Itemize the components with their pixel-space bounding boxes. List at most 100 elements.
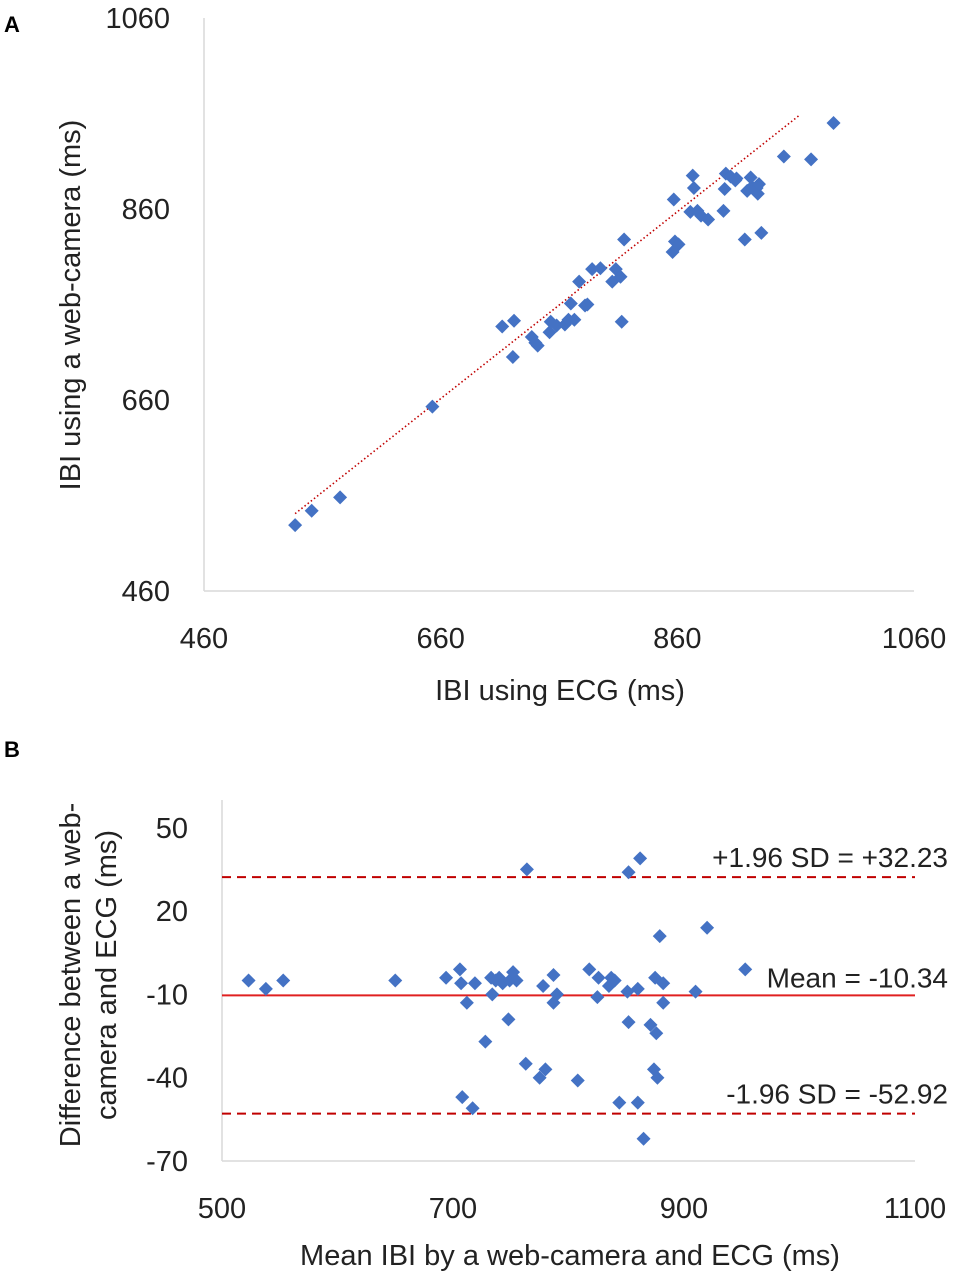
data-point [485, 987, 500, 1002]
data-point [501, 1012, 516, 1027]
data-point [505, 350, 520, 365]
data-point [276, 973, 291, 988]
data-point [495, 319, 510, 334]
panel-a-y-tick-label: 860 [122, 194, 170, 226]
data-point [507, 313, 522, 328]
panel-b-y-axis-title-line-1: Difference between a web- [55, 803, 87, 1147]
data-point [700, 920, 715, 935]
data-point [688, 984, 703, 999]
data-point [478, 1034, 493, 1049]
data-point [652, 929, 667, 944]
panel-b-x-tick-label: 500 [198, 1193, 246, 1225]
data-point [612, 1095, 627, 1110]
data-point [666, 192, 681, 207]
data-point [509, 973, 524, 988]
data-point [258, 981, 273, 996]
data-point [636, 1131, 651, 1146]
data-point [241, 973, 256, 988]
data-point [455, 1090, 470, 1105]
data-point [614, 314, 629, 329]
panel-b-y-tick-label: -70 [146, 1146, 188, 1178]
data-point [549, 987, 564, 1002]
panel-b-x-tick-label: 700 [429, 1193, 477, 1225]
panel-a-y-tick-label: 460 [122, 576, 170, 608]
data-point [643, 1017, 658, 1032]
panel-b-x-tick-label: 1100 [884, 1193, 946, 1225]
data-point [650, 1070, 665, 1085]
data-point [288, 518, 303, 533]
panel-b-x-tick-label: 900 [660, 1193, 708, 1225]
panel-a-x-tick-labels: 460 660 860 1060 [180, 623, 946, 655]
data-point [630, 981, 645, 996]
data-point [613, 269, 628, 284]
data-point [572, 274, 587, 289]
panel-b-y-tick-label: 20 [156, 896, 188, 928]
data-point [585, 262, 600, 277]
panel-b-label: B [4, 737, 20, 762]
data-point [649, 1026, 664, 1041]
data-point [685, 168, 700, 183]
data-point [467, 976, 482, 991]
data-point [617, 232, 632, 247]
panel-a-y-tick-labels: 460 660 860 1060 [105, 3, 170, 608]
data-point [620, 984, 635, 999]
data-point [582, 962, 597, 977]
data-point [333, 490, 348, 505]
data-point [590, 990, 605, 1005]
data-point [743, 170, 758, 185]
panel-a-points [288, 116, 841, 533]
data-point [536, 979, 551, 994]
data-point [826, 116, 841, 131]
data-point [686, 180, 701, 195]
data-point [738, 962, 753, 977]
panel-b-y-tick-label: -40 [146, 1063, 188, 1095]
data-point [465, 1101, 480, 1116]
data-point [459, 995, 474, 1010]
panel-b-y-tick-labels: -70 -40 -10 20 50 [146, 813, 188, 1178]
data-point [570, 1073, 585, 1088]
data-point [656, 976, 671, 991]
data-point [518, 1056, 533, 1071]
panel-b-y-axis-title-line-2: camera and ECG (ms) [91, 830, 123, 1120]
data-point [656, 995, 671, 1010]
panel-a-x-axis-title: IBI using ECG (ms) [435, 675, 685, 707]
panel-a-x-tick-label: 460 [180, 623, 228, 655]
panel-a-x-tick-label: 1060 [882, 623, 947, 655]
data-point [633, 851, 648, 866]
data-point [304, 503, 319, 518]
panel-a-y-tick-label: 660 [122, 385, 170, 417]
data-point [532, 1070, 547, 1085]
data-point [580, 297, 595, 312]
data-point [546, 967, 561, 982]
mean-label: Mean = -10.34 [767, 962, 948, 993]
data-point [567, 312, 582, 327]
panel-a-x-tick-label: 660 [416, 623, 464, 655]
panel-a-label: A [4, 12, 20, 37]
panel-b: B 500 700 900 1100 -70 -40 -10 20 50 +1.96 SD =… [4, 737, 948, 1272]
data-point [591, 970, 606, 985]
data-point [750, 186, 765, 201]
data-point [716, 203, 731, 218]
panel-b-x-tick-labels: 500 700 900 1100 [198, 1193, 946, 1225]
data-point [701, 212, 716, 227]
data-point [621, 865, 636, 880]
data-point [754, 225, 769, 240]
data-point [630, 1095, 645, 1110]
data-point [671, 237, 686, 252]
data-point [804, 152, 819, 167]
data-point [607, 973, 622, 988]
panel-a-x-tick-label: 860 [653, 623, 701, 655]
panel-a-y-tick-label: 1060 [105, 3, 170, 35]
lower-limit-label: -1.96 SD = -52.92 [726, 1079, 948, 1110]
panel-b-y-tick-label: 50 [156, 813, 188, 845]
data-point [717, 181, 732, 196]
data-point [751, 177, 766, 192]
panel-a: A 460 660 860 1060 460 660 860 1060 IBI using … [4, 3, 946, 707]
panel-a-trendline [294, 114, 800, 515]
data-point [737, 232, 752, 247]
data-point [425, 399, 440, 414]
data-point [729, 171, 744, 186]
data-point [563, 296, 578, 311]
data-point [519, 862, 534, 877]
data-point [776, 149, 791, 164]
